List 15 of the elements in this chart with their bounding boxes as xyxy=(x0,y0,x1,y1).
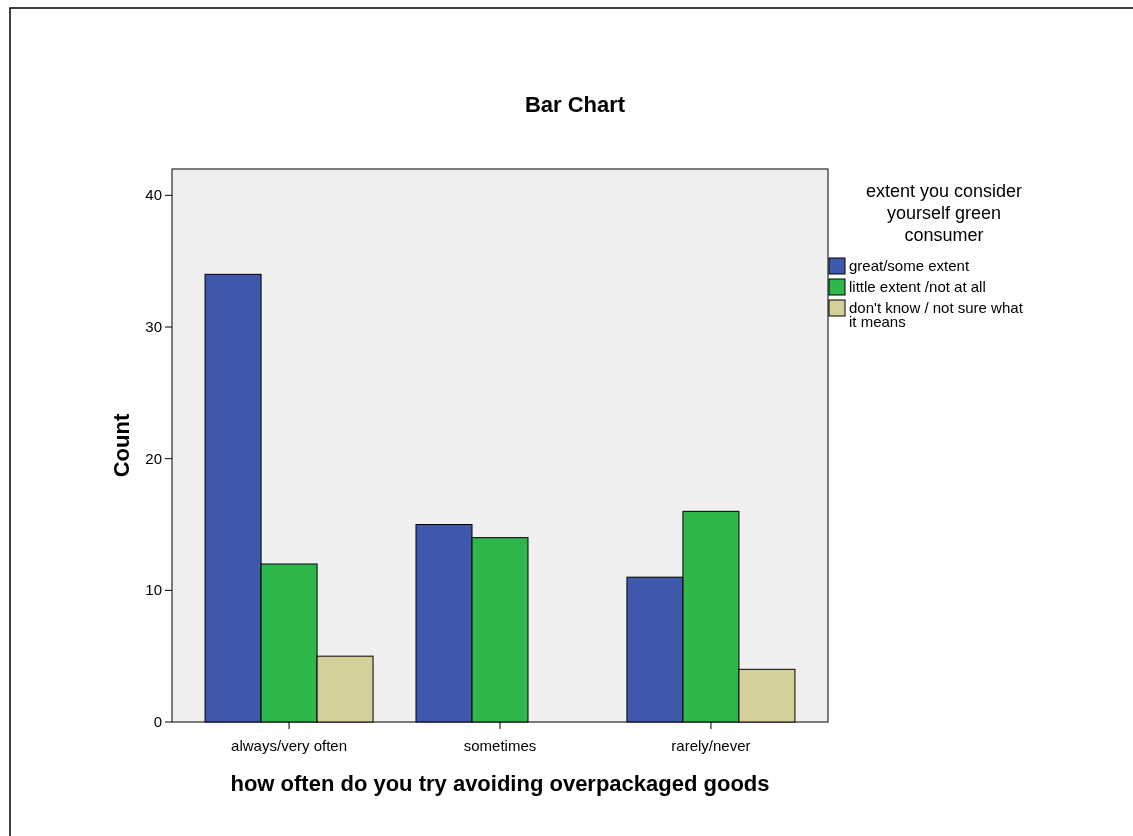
x-tick-label: rarely/never xyxy=(671,737,751,754)
x-tick-label: sometimes xyxy=(463,737,537,754)
x-axis-title: how often do you try avoiding overpackaged goods xyxy=(230,771,770,796)
chart-title: Bar Chart xyxy=(524,92,626,117)
x-tick-label: always/very often xyxy=(231,737,348,754)
legend-title: extent you consider yourself green consumer xyxy=(865,181,1023,245)
y-tick-label: 0 xyxy=(153,713,162,730)
y-tick-label: 10 xyxy=(145,581,162,599)
legend-label: don't know / not sure what it means xyxy=(849,299,1024,330)
y-tick-label: 30 xyxy=(145,318,162,335)
y-tick-label: 20 xyxy=(145,449,162,467)
legend-label: little extent /not at all xyxy=(849,278,986,295)
y-tick-label: 40 xyxy=(145,186,162,204)
legend-label: great/some extent xyxy=(849,257,970,274)
y-axis-title: Count xyxy=(109,413,134,478)
